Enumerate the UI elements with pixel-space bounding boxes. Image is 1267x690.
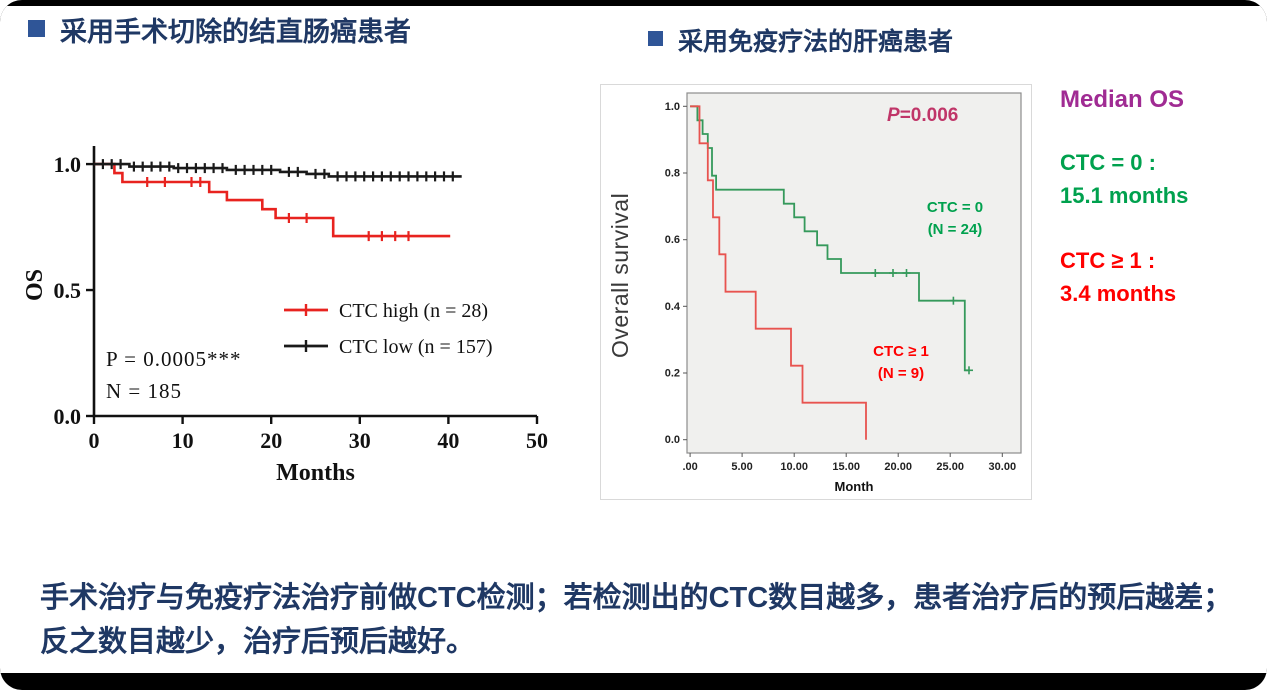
svg-text:0.2: 0.2 xyxy=(665,368,680,380)
median-os-ctc0-group: CTC = 0 : 15.1 months xyxy=(1060,146,1266,212)
median-os-ctc1-label: CTC ≥ 1 : xyxy=(1060,248,1156,273)
km-chart-liver: .00 5.00 10.00 15.00 20.00 25.00 30.00 0.0 0.2 0.… xyxy=(665,92,1022,494)
bullet-square-icon xyxy=(648,31,663,46)
svg-text:40: 40 xyxy=(437,428,459,453)
svg-text:10: 10 xyxy=(172,428,194,453)
median-os-ctc0-label: CTC = 0 : xyxy=(1060,150,1156,175)
svg-text:CTC ≥ 1: CTC ≥ 1 xyxy=(873,343,929,360)
conclusion-text: 手术治疗与免疫疗法治疗前做CTC检测；若检测出的CTC数目越多，患者治疗后的预后… xyxy=(40,582,1233,659)
section-title-colorectal-text: 采用手术切除的结直肠癌患者 xyxy=(60,17,411,47)
svg-text:(N = 24): (N = 24) xyxy=(928,221,983,238)
section-title-liver-text: 采用免疫疗法的肝癌患者 xyxy=(678,28,954,56)
km-chart-liver-panel: Overall survival .00 5.00 10.00 15.00 20.00 2… xyxy=(600,84,1032,500)
median-os-ctc1-group: CTC ≥ 1 : 3.4 months xyxy=(1060,244,1266,310)
km-chart-colorectal: 0 10 20 30 40 50 0.0 0.5 1.0 Months OS CTC high (n … xyxy=(16,112,561,494)
svg-text:0.6: 0.6 xyxy=(665,234,680,246)
svg-text:10.00: 10.00 xyxy=(780,461,808,473)
median-os-title: Median OS xyxy=(1060,86,1185,113)
svg-text:0.0: 0.0 xyxy=(54,404,82,429)
svg-text:OS: OS xyxy=(22,269,48,301)
svg-text:CTC = 0: CTC = 0 xyxy=(927,199,983,216)
bullet-square-icon xyxy=(28,20,45,37)
svg-text:5.00: 5.00 xyxy=(731,461,752,473)
svg-text:P=0.006: P=0.006 xyxy=(887,105,958,126)
section-title-colorectal: 采用手术切除的结直肠癌患者 xyxy=(28,10,411,49)
section-title-liver: 采用免疫疗法的肝癌患者 xyxy=(648,22,953,58)
median-os-ctc0-value: 15.1 months xyxy=(1060,183,1189,208)
svg-text:P = 0.0005***: P = 0.0005*** xyxy=(106,347,242,371)
svg-text:Months: Months xyxy=(276,460,355,486)
svg-text:1.0: 1.0 xyxy=(54,152,82,177)
median-os-ctc1-value: 3.4 months xyxy=(1060,281,1177,306)
svg-text:CTC low (n = 157): CTC low (n = 157) xyxy=(339,336,493,358)
median-os-panel: Median OS CTC = 0 : 15.1 months CTC ≥ 1 … xyxy=(1060,86,1266,310)
svg-text:0.5: 0.5 xyxy=(54,278,82,303)
svg-text:25.00: 25.00 xyxy=(936,461,964,473)
svg-text:0.8: 0.8 xyxy=(665,168,680,180)
svg-text:0.0: 0.0 xyxy=(665,434,680,446)
svg-text:30.00: 30.00 xyxy=(989,461,1017,473)
svg-text:0.4: 0.4 xyxy=(665,301,681,313)
svg-text:N = 185: N = 185 xyxy=(106,379,182,403)
svg-text:.00: .00 xyxy=(682,461,697,473)
svg-text:Month: Month xyxy=(835,479,874,494)
svg-text:20: 20 xyxy=(260,428,282,453)
svg-text:0: 0 xyxy=(89,428,100,453)
svg-text:(N = 9): (N = 9) xyxy=(878,365,924,382)
svg-text:1.0: 1.0 xyxy=(665,101,680,113)
svg-text:20.00: 20.00 xyxy=(884,461,912,473)
svg-text:15.00: 15.00 xyxy=(832,461,860,473)
svg-text:CTC high (n = 28): CTC high (n = 28) xyxy=(339,300,488,322)
svg-text:50: 50 xyxy=(526,428,548,453)
y-axis-label-overall-survival: Overall survival xyxy=(607,192,633,358)
svg-text:30: 30 xyxy=(349,428,371,453)
